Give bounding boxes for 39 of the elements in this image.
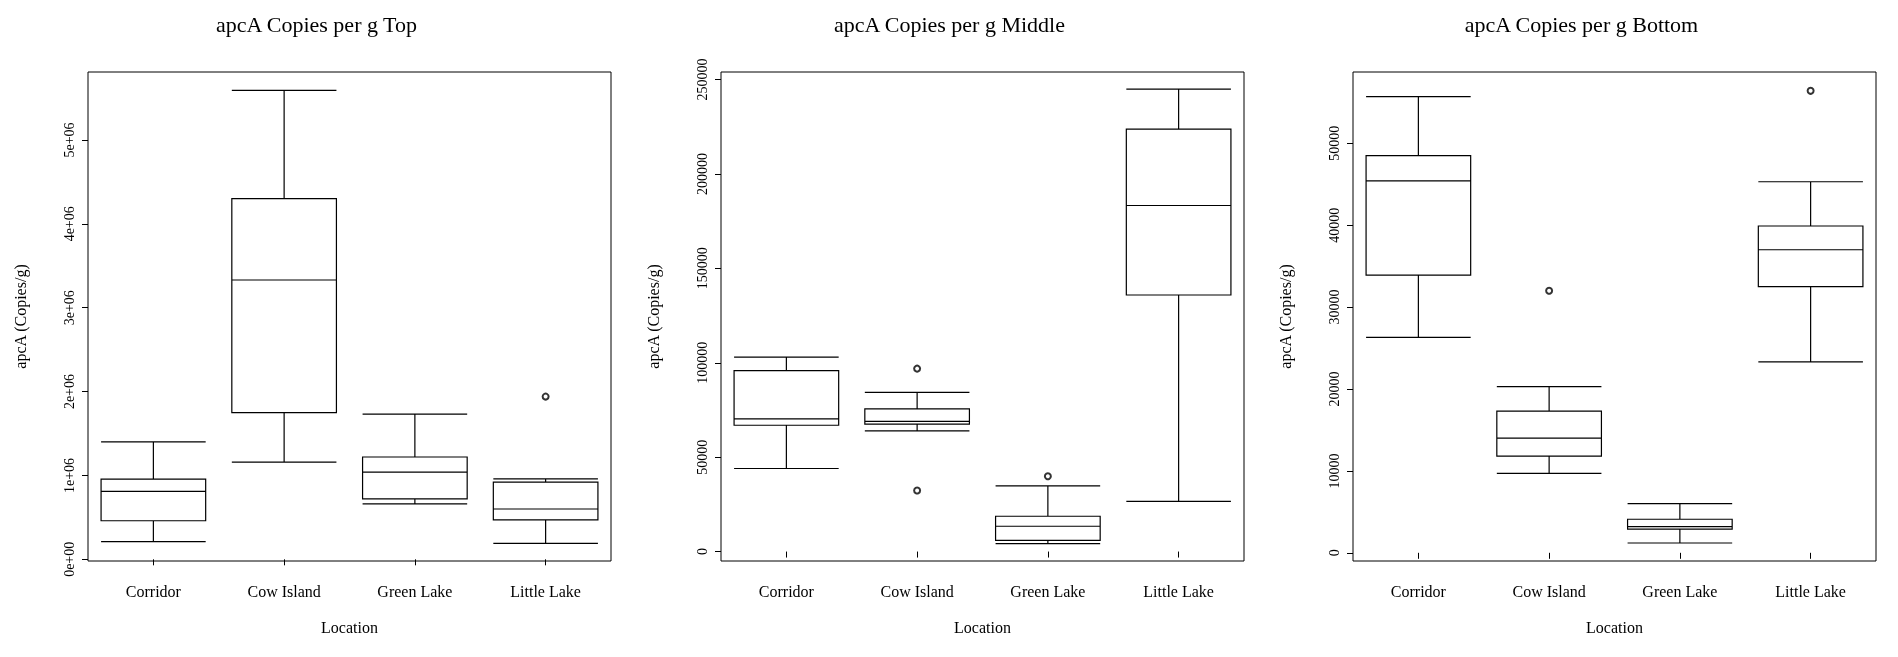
x-tick-label: Corridor	[125, 582, 182, 600]
y-axis-title: apcA (Copies/g)	[11, 264, 30, 369]
y-tick-label: 100000	[694, 341, 710, 384]
x-tick-label: Little Lake	[1775, 582, 1847, 600]
y-tick-label: 0	[694, 548, 710, 556]
x-axis-title: Location	[321, 618, 378, 636]
y-tick-label: 3e+06	[61, 290, 77, 326]
y-tick-label: 1e+06	[61, 457, 77, 493]
x-tick-label: Cow Island	[247, 582, 321, 600]
x-tick-label: Corridor	[1391, 582, 1447, 600]
y-tick-label: 0e+00	[61, 541, 77, 577]
y-tick-label: 250000	[694, 58, 710, 101]
x-tick-label: Cow Island	[1512, 582, 1587, 600]
chart-title: apcA Copies per g Top	[216, 11, 417, 37]
y-tick-label: 4e+06	[61, 206, 77, 242]
x-tick-label: Cow Island	[880, 582, 954, 600]
y-tick-label: 40000	[1326, 207, 1342, 243]
y-tick-label: 50000	[694, 439, 710, 475]
x-axis-title: Location	[953, 618, 1011, 636]
x-tick-label: Corridor	[758, 582, 815, 600]
x-tick-label: Little Lake	[1142, 582, 1214, 600]
chart-title: apcA Copies per g Middle	[833, 11, 1065, 37]
y-axis-title: apcA (Copies/g)	[644, 264, 663, 369]
y-tick-label: 50000	[1326, 125, 1342, 161]
y-tick-label: 150000	[694, 247, 710, 290]
y-tick-label: 30000	[1326, 289, 1342, 325]
x-axis-title: Location	[1586, 618, 1644, 636]
y-tick-label: 200000	[694, 152, 710, 195]
y-tick-label: 20000	[1326, 371, 1342, 407]
x-tick-label: Green Lake	[377, 582, 453, 600]
y-axis-title: apcA (Copies/g)	[1276, 264, 1295, 369]
x-tick-label: Little Lake	[510, 582, 581, 600]
y-tick-label: 5e+06	[61, 122, 77, 158]
chart-title: apcA Copies per g Bottom	[1465, 11, 1699, 37]
x-tick-label: Green Lake	[1642, 582, 1718, 600]
x-tick-label: Green Lake	[1010, 582, 1086, 600]
y-tick-label: 2e+06	[61, 374, 77, 410]
y-tick-label: 0	[1326, 549, 1342, 557]
y-tick-label: 10000	[1326, 453, 1342, 489]
